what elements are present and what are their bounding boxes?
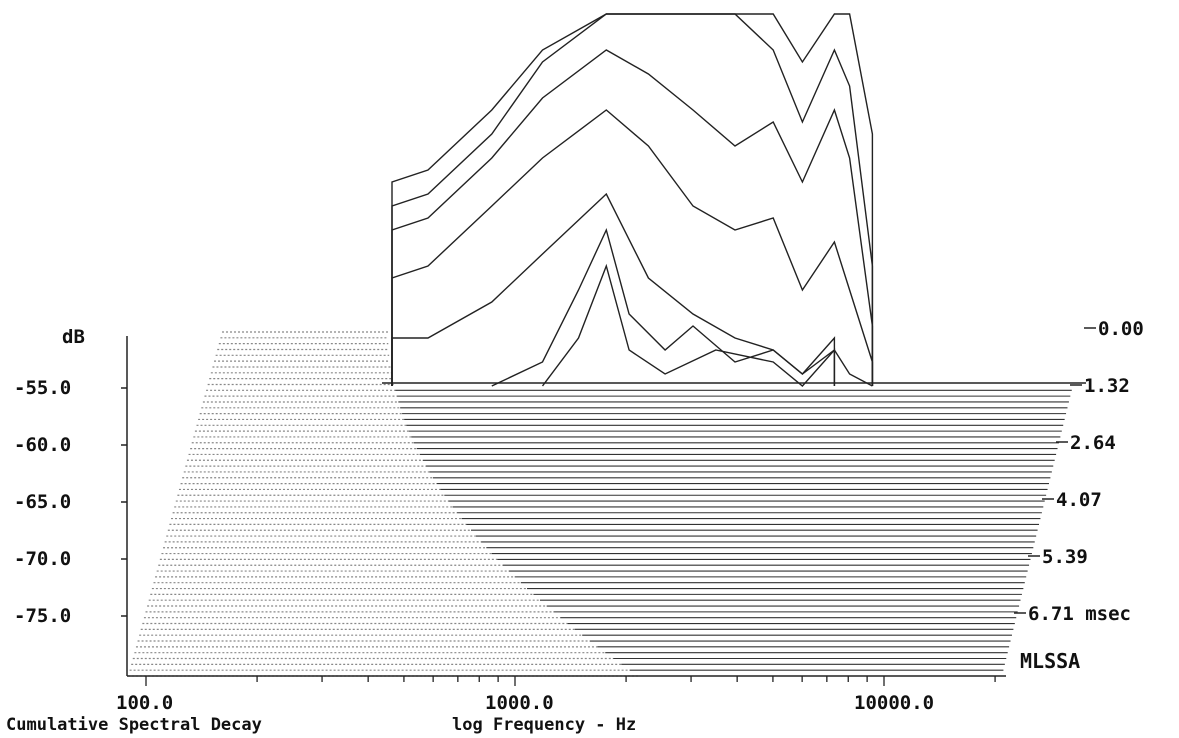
time-tick-label: 6.71 msec xyxy=(1028,603,1131,625)
decay-slice-0.33 xyxy=(391,13,874,386)
decay-floor xyxy=(128,331,1072,677)
time-tick-label: 1.32 xyxy=(1084,375,1130,397)
chart-title: Cumulative Spectral Decay xyxy=(6,715,262,735)
axes: -55.0 -60.0 -65.0 -70.0 -75.0 100.0 1000.0 1000… xyxy=(14,318,1144,714)
y-axis-label: dB xyxy=(62,326,85,348)
y-tick-label: -55.0 xyxy=(14,377,71,399)
time-tick-label: 4.07 xyxy=(1056,489,1102,511)
x-tick-label: 1000.0 xyxy=(485,692,554,714)
decay-slice-1.32 xyxy=(391,192,873,387)
x-tick-label: 10000.0 xyxy=(854,692,934,714)
y-tick-label: -60.0 xyxy=(14,434,71,456)
y-tick-label: -70.0 xyxy=(14,548,71,570)
x-axis-label: log Frequency - Hz xyxy=(452,715,636,735)
time-tick-label: 0.00 xyxy=(1098,318,1144,340)
y-tick-label: -65.0 xyxy=(14,491,71,513)
decay-curves xyxy=(382,13,1086,387)
decay-slice-0.00 xyxy=(391,13,874,386)
decay-slice-0.99 xyxy=(391,109,874,386)
time-tick-label: 5.39 xyxy=(1042,546,1088,568)
decay-slice-1.98 xyxy=(541,263,836,387)
brand-label: MLSSA xyxy=(1020,649,1080,673)
decay-slice-0.66 xyxy=(391,49,874,386)
time-tick-label: 2.64 xyxy=(1070,432,1116,454)
x-tick-label: 100.0 xyxy=(116,692,173,714)
y-tick-label: -75.0 xyxy=(14,605,71,627)
decay-slice-1.65 xyxy=(491,227,836,387)
